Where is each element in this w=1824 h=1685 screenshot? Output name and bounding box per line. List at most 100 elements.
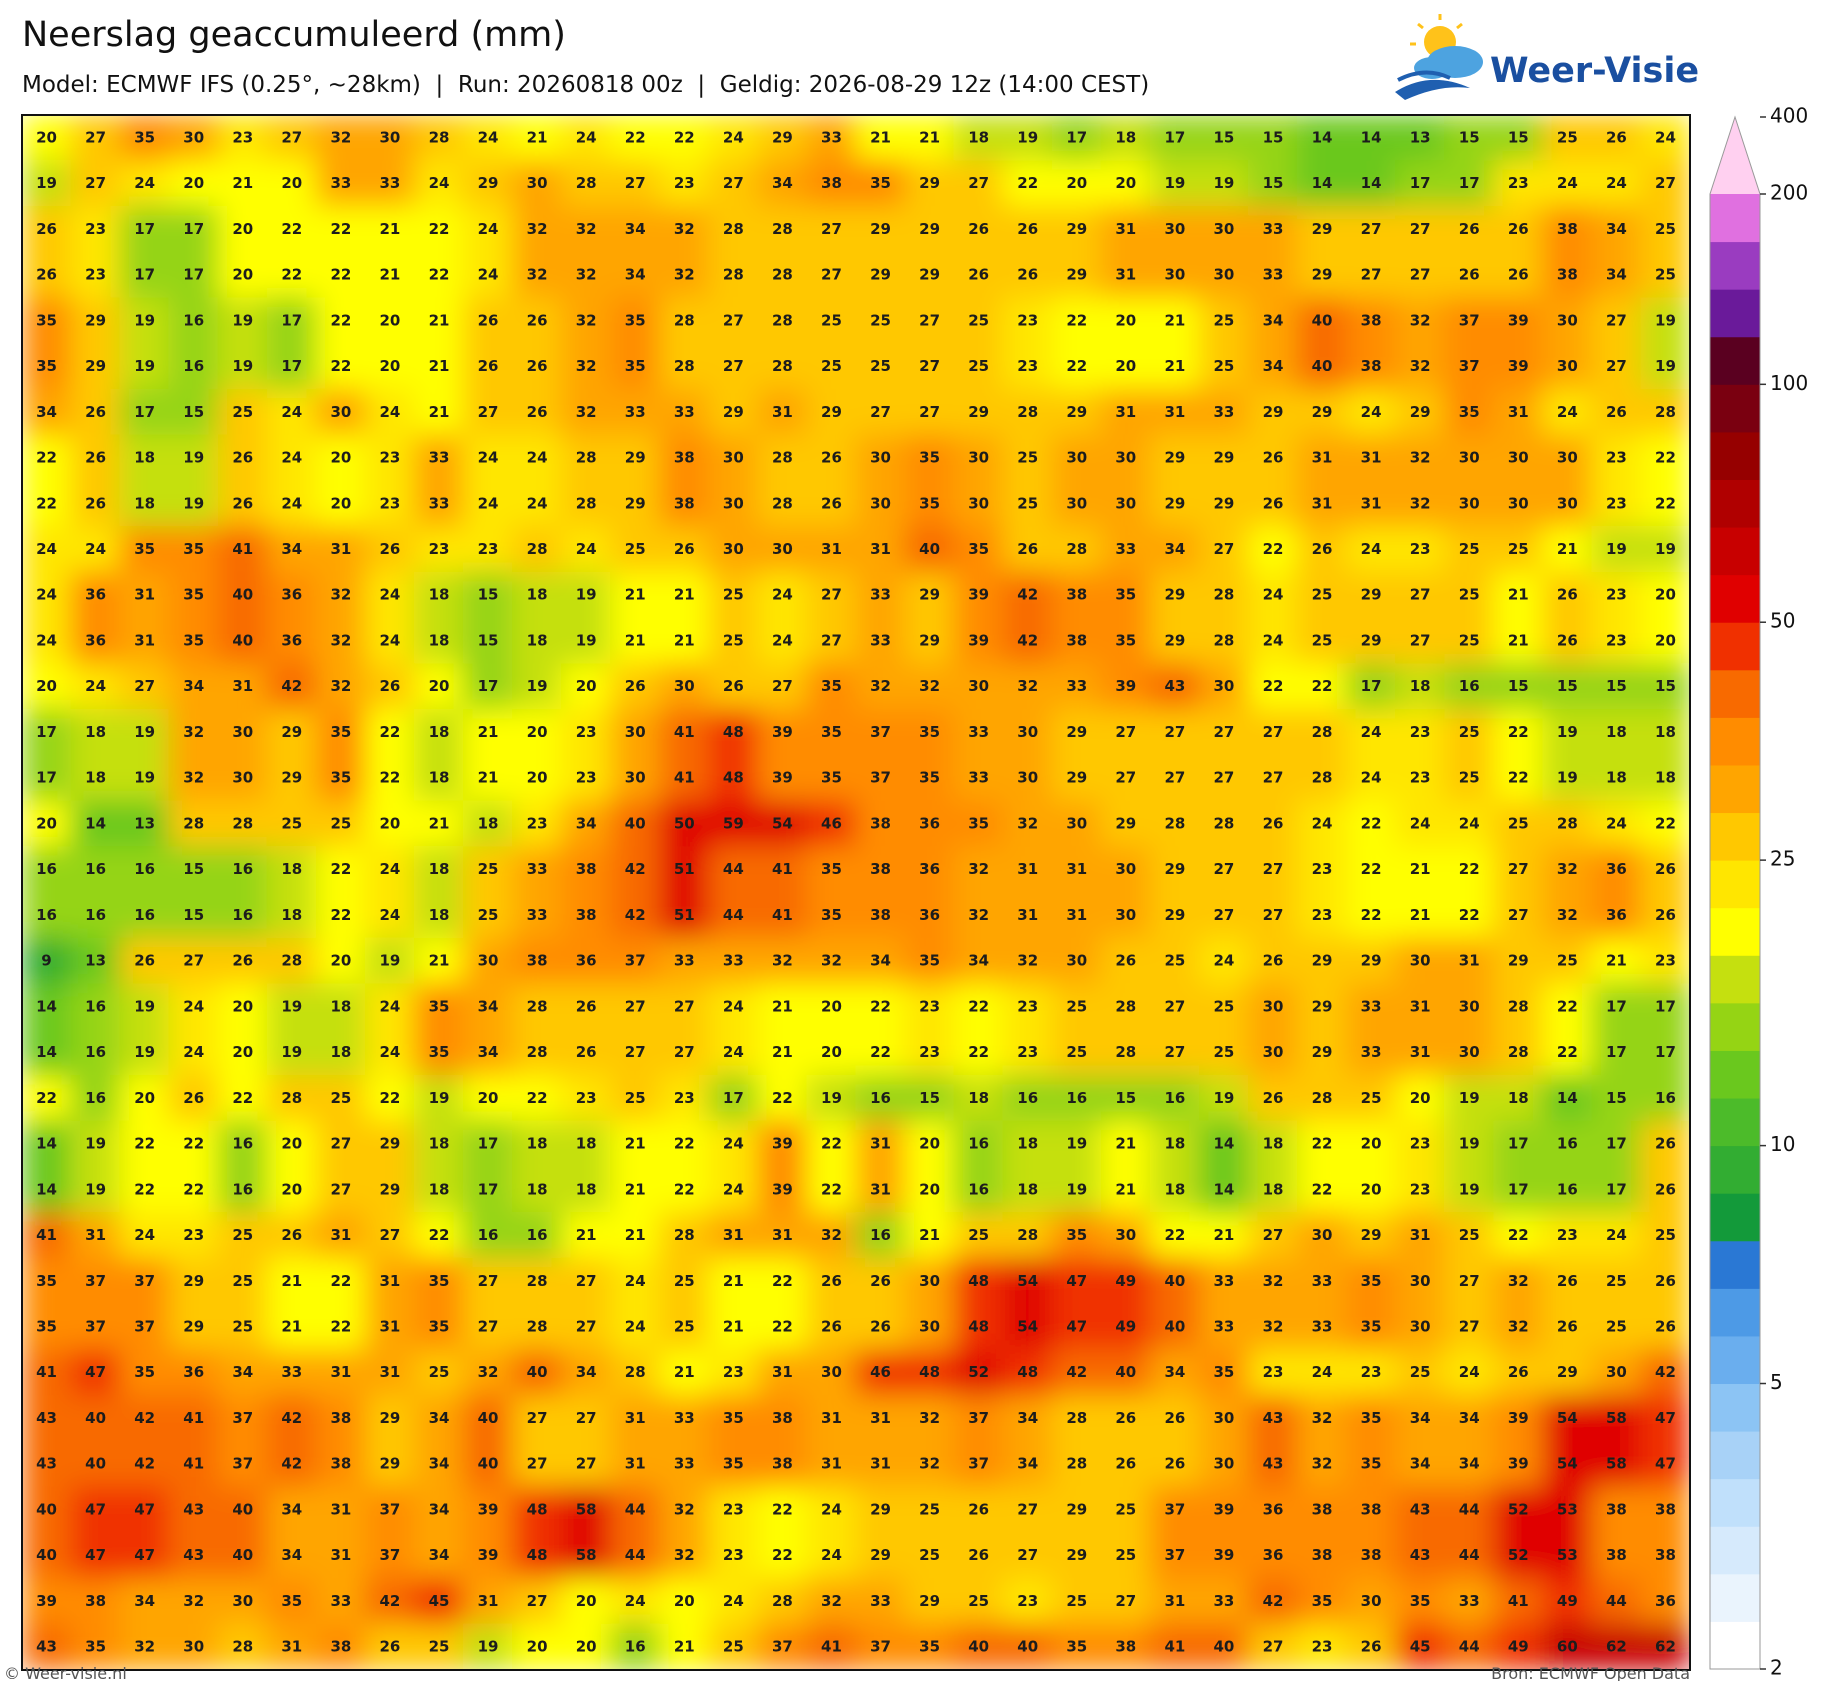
precip-cell — [1444, 388, 1495, 436]
precip-cell — [855, 1395, 906, 1442]
precip-value: 22 — [772, 1546, 793, 1564]
precip-cell — [1100, 937, 1151, 985]
precip-cell — [1297, 754, 1348, 802]
precip-cell — [119, 983, 170, 1031]
precip-value: 27 — [1410, 631, 1431, 649]
precip-value: 30 — [1459, 997, 1480, 1015]
precip-cell — [1493, 846, 1544, 893]
precip-value: 32 — [1410, 449, 1431, 467]
precip-cell — [413, 709, 465, 756]
precip-cell — [1493, 1578, 1544, 1625]
precip-cell — [1247, 526, 1299, 573]
precip-cell — [561, 800, 612, 848]
precip-cell — [168, 526, 219, 573]
precip-value: 28 — [576, 449, 597, 467]
precip-value: 27 — [527, 1455, 548, 1473]
precip-value: 33 — [1312, 1272, 1333, 1290]
precip-cell — [708, 571, 759, 619]
precip-value: 31 — [1017, 860, 1038, 878]
precip-value: 14 — [36, 1043, 57, 1061]
colorbar-tick-label: 5 — [1770, 1370, 1783, 1394]
precip-value: 31 — [380, 1272, 401, 1290]
precip-cell — [1149, 1074, 1200, 1122]
colorbar-segment — [1710, 1002, 1760, 1051]
precip-value: 22 — [821, 1180, 842, 1198]
precip-value: 37 — [1164, 1546, 1185, 1564]
precip-cell — [1100, 160, 1151, 207]
precip-cell — [22, 1395, 72, 1442]
precip-cell — [1002, 937, 1053, 985]
precip-cell — [1247, 892, 1299, 939]
precip-cell — [1640, 846, 1690, 893]
precip-cell — [904, 663, 955, 711]
precip-value: 31 — [1410, 997, 1431, 1015]
precip-value: 27 — [1361, 266, 1382, 284]
precip-value: 30 — [1459, 494, 1480, 512]
precip-value: 27 — [1263, 860, 1284, 878]
precip-value: 22 — [1017, 174, 1038, 192]
precip-cell — [315, 1532, 366, 1580]
precip-cell — [561, 1532, 612, 1580]
colorbar-segment — [1710, 717, 1760, 766]
precip-value: 32 — [576, 357, 597, 375]
precip-cell — [904, 297, 955, 345]
precip-value: 30 — [527, 174, 548, 192]
precip-cell — [1247, 800, 1299, 848]
precip-cell — [1198, 1029, 1249, 1076]
precip-cell — [1100, 1120, 1151, 1168]
precip-value: 18 — [1115, 128, 1136, 146]
precip-cell — [1297, 1349, 1348, 1397]
precip-cell — [22, 1578, 72, 1625]
precip-value: 18 — [429, 769, 450, 787]
precip-cell — [22, 480, 72, 528]
precip-value: 33 — [1214, 403, 1235, 421]
precip-value: 27 — [576, 1455, 597, 1473]
precip-value: 15 — [1459, 128, 1480, 146]
colorbar-segment — [1710, 1573, 1760, 1622]
precip-cell — [1247, 709, 1299, 756]
precip-cell — [953, 1303, 1004, 1351]
precip-value: 29 — [1164, 449, 1185, 467]
precip-cell — [561, 892, 612, 939]
precip-value: 30 — [968, 449, 989, 467]
precip-cell — [1149, 251, 1200, 299]
precip-value: 16 — [85, 1089, 106, 1107]
precip-cell — [1149, 205, 1200, 253]
precip-value: 26 — [1557, 631, 1578, 649]
precip-cell — [1297, 709, 1348, 756]
precip-cell — [806, 1120, 857, 1168]
precip-cell — [463, 343, 514, 390]
precip-value: 31 — [232, 677, 253, 695]
precip-cell — [1002, 297, 1053, 345]
precip-value: 30 — [1164, 266, 1185, 284]
precip-value: 19 — [1459, 1180, 1480, 1198]
precip-value: 42 — [1263, 1592, 1284, 1610]
precip-value: 29 — [1312, 220, 1333, 238]
precip-cell — [463, 205, 514, 253]
precip-value: 32 — [968, 906, 989, 924]
precip-value: 26 — [1655, 1272, 1676, 1290]
precip-value: 30 — [1066, 952, 1087, 970]
precip-cell — [953, 617, 1004, 665]
precip-value: 31 — [625, 1409, 646, 1427]
precip-cell — [904, 709, 955, 756]
precip-cell — [266, 388, 317, 436]
precip-cell — [1493, 1303, 1544, 1351]
precip-value: 31 — [1164, 403, 1185, 421]
precip-cell — [364, 115, 415, 162]
precip-cell — [1395, 1074, 1446, 1122]
precip-value: 18 — [527, 586, 548, 604]
precip-value: 30 — [1508, 449, 1529, 467]
precip-value: 32 — [576, 220, 597, 238]
precip-cell — [1591, 1440, 1642, 1488]
precip-value: 19 — [85, 1135, 106, 1153]
precip-cell — [1051, 1074, 1102, 1122]
precip-value: 16 — [1017, 1089, 1038, 1107]
precip-cell — [953, 1349, 1004, 1397]
precip-cell — [1002, 709, 1053, 756]
precip-cell — [1100, 800, 1151, 848]
precip-value: 18 — [330, 1043, 351, 1061]
precip-cell — [168, 160, 219, 207]
colorbar-outline — [1709, 115, 1761, 1670]
precip-value: 16 — [232, 906, 253, 924]
